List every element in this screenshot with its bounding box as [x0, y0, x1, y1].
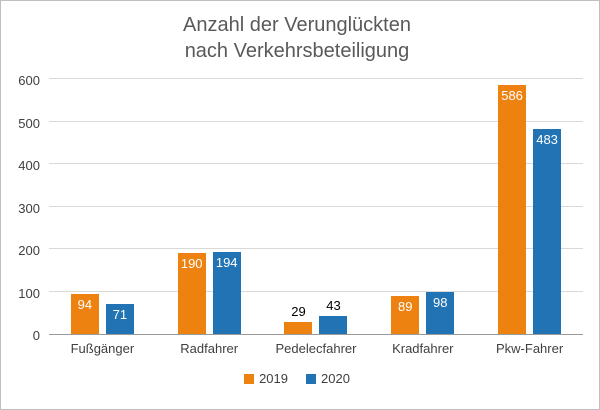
- gridline: [49, 120, 583, 122]
- bar-value-label: 71: [112, 307, 128, 323]
- bar-2020-2: 43: [319, 298, 348, 335]
- bar-value-label: 29: [291, 304, 306, 320]
- gridline: [49, 248, 583, 250]
- bar-value-label: 43: [326, 298, 341, 314]
- x-axis-label: Pedelecfahrer: [275, 341, 357, 357]
- gridline: [49, 205, 583, 207]
- x-axis-label: Pkw-Fahrer: [495, 341, 564, 357]
- bar-2019-2: 29: [284, 304, 313, 335]
- y-tick-label: 500: [18, 115, 40, 131]
- bar-value-label: 94: [77, 297, 93, 313]
- y-tick-label: 600: [18, 73, 40, 89]
- legend: 2019 2020: [11, 371, 583, 386]
- legend-label: 2020: [321, 371, 350, 387]
- y-tick-label: 200: [18, 243, 40, 259]
- x-axis-label: Fußgänger: [70, 341, 135, 357]
- bar-group-0: 94 71: [49, 80, 156, 335]
- bar-group-2: 29 43: [263, 80, 370, 335]
- y-tick-label: 0: [32, 328, 40, 344]
- bar-2019-3: 89: [391, 296, 420, 335]
- chart-title-line-2: nach Verkehrsbeteiligung: [184, 39, 410, 62]
- bar-group-4: 586 483: [476, 80, 583, 335]
- x-axis-labels: Fußgänger Radfahrer Pedelecfahrer Kradfahre…: [49, 341, 583, 356]
- plot-area: 94 71 190 194 29 43 89 98 586 483: [49, 78, 583, 336]
- bar-value-label: 190: [180, 256, 203, 272]
- bar-2020-0: 71: [105, 304, 134, 335]
- bar-2019-4: 586: [498, 85, 527, 335]
- bar-value-label: 98: [433, 295, 448, 311]
- y-axis: 0 100 200 300 400 500 600: [11, 73, 49, 343]
- legend-item-2019: 2019: [244, 371, 288, 386]
- gridline: [49, 78, 583, 80]
- chart-title-line-1: Anzahl der Verunglückten: [183, 14, 411, 36]
- bar-2020-1: 194: [212, 252, 241, 335]
- legend-label: 2019: [259, 371, 288, 387]
- chart-title: Anzahl der Verunglückten nach Verkehrsbe…: [11, 13, 583, 64]
- gridline: [49, 290, 583, 292]
- bar-groups: 94 71 190 194 29 43 89 98 586 483: [49, 80, 583, 335]
- bar-2019-0: 94: [70, 294, 99, 335]
- bar-group-3: 89 98: [369, 80, 476, 335]
- bar-2020-3: 98: [426, 292, 455, 335]
- x-axis-label: Kradfahrer: [392, 341, 454, 357]
- legend-item-2020: 2020: [306, 371, 350, 386]
- y-tick-label: 300: [18, 200, 40, 216]
- bar-value-label: 194: [215, 255, 238, 271]
- bar-value-label: 586: [501, 88, 523, 104]
- chart-body: 0 100 200 300 400 500 600 94 71 190 194 29 43 89 98 58…: [11, 73, 583, 343]
- bar-2020-4: 483: [533, 129, 562, 335]
- y-tick-label: 400: [18, 158, 40, 174]
- bar-value-label: 89: [398, 299, 413, 315]
- gridline: [49, 163, 583, 165]
- bar-group-1: 190 194: [156, 80, 263, 335]
- legend-swatch: [244, 373, 255, 384]
- bar-value-label: 483: [536, 132, 558, 148]
- legend-swatch: [306, 373, 316, 384]
- y-tick-label: 100: [18, 285, 40, 301]
- bar-2019-1: 190: [177, 253, 206, 335]
- x-axis-label: Radfahrer: [180, 341, 239, 357]
